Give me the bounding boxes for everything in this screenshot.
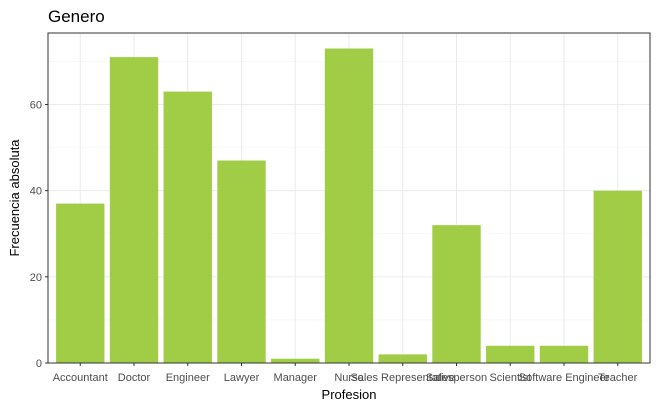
bar (56, 203, 105, 363)
chart-title: Genero (48, 7, 105, 26)
bar (378, 354, 427, 363)
bar (539, 345, 589, 363)
x-tick-label: Lawyer (224, 372, 260, 384)
x-tick-label: Manager (274, 372, 318, 384)
x-tick-label: Accountant (53, 372, 108, 384)
x-tick-label: Sales Representative (350, 372, 455, 384)
bar (109, 57, 159, 363)
bar (163, 91, 212, 363)
x-axis-title: Profesion (322, 387, 377, 402)
bar (324, 48, 374, 363)
bars (56, 48, 642, 363)
y-tick-label: 40 (30, 186, 42, 198)
x-axis: Accountant Doctor Engineer Lawyer Manager Nur… (53, 363, 638, 384)
bar (432, 225, 481, 363)
x-tick-label: Engineer (166, 372, 210, 384)
x-tick-label: Software Engineer (519, 372, 610, 384)
y-axis: 0 20 40 60 (30, 100, 48, 370)
bar (593, 190, 642, 363)
y-tick-label: 0 (36, 358, 42, 370)
y-tick-label: 60 (30, 100, 42, 112)
y-tick-label: 20 (30, 272, 42, 284)
x-tick-label: Nurse (334, 372, 363, 384)
x-tick-label: Scientist (489, 372, 531, 384)
bar (271, 358, 320, 363)
y-axis-title: Frecuencia absoluta (7, 139, 22, 257)
x-tick-label: Teacher (598, 372, 637, 384)
bar (486, 345, 535, 363)
x-tick-label: Doctor (118, 372, 151, 384)
bar (217, 160, 266, 363)
x-tick-label: Salesperson (426, 372, 487, 384)
